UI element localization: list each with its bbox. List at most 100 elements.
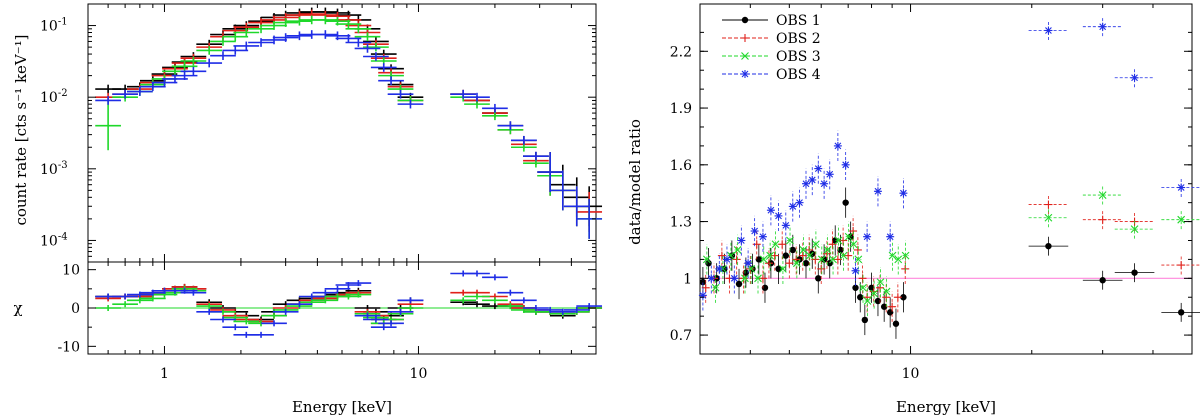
ratio-point — [852, 284, 859, 291]
spectrum-ylabel-lower: χ — [13, 299, 22, 317]
ratio-point — [698, 291, 707, 300]
ratio-point — [844, 251, 853, 260]
spectrum-point — [497, 121, 524, 131]
upper-plot-frame — [87, 3, 597, 263]
residual-point — [196, 308, 223, 315]
ratio-point — [876, 283, 885, 292]
residual-point — [450, 297, 477, 304]
ratio-point — [823, 246, 832, 254]
ratio-point — [1130, 225, 1139, 234]
ratio-point — [735, 280, 743, 288]
ratio-point — [820, 179, 829, 188]
ratio-point — [853, 245, 862, 254]
ratio-point — [901, 251, 910, 260]
ratio-point — [730, 274, 739, 283]
ratio-point — [737, 236, 746, 245]
spectrum-ylabel: count rate [cts s⁻¹ keV⁻¹] — [12, 34, 30, 225]
residual-point — [370, 324, 397, 331]
spectrum-point — [354, 44, 381, 53]
residual-point — [523, 305, 549, 311]
residual-point — [286, 301, 313, 308]
ratio-point — [711, 283, 720, 292]
spectrum-series — [95, 30, 603, 239]
residual-point — [312, 297, 339, 304]
spectrum-point — [126, 87, 153, 96]
spectrum-point — [233, 28, 260, 37]
legend-label: OBS 3 — [776, 49, 821, 65]
ratio-point — [833, 141, 842, 150]
ratio-ytick-label: 1.9 — [670, 101, 692, 117]
ratio-point — [761, 284, 769, 291]
residual-point — [464, 270, 490, 277]
ratio-point — [755, 256, 763, 263]
ratio-point — [786, 236, 794, 245]
spectrum-point — [537, 152, 564, 193]
ratio-errorbar — [1028, 208, 1069, 228]
ratio-ylabel: data/model ratio — [626, 119, 644, 245]
residual-point — [363, 316, 389, 323]
spectrum-point — [482, 103, 508, 113]
spectrum-point — [210, 37, 236, 46]
ratio-point — [888, 302, 897, 311]
ratio-point — [785, 259, 794, 268]
lower-ytick-label: 10 — [62, 263, 80, 279]
upper-ytick-label: 10-4 — [40, 231, 68, 249]
ratio-point — [1177, 183, 1186, 192]
ratio-point — [792, 259, 801, 268]
spectrum-point — [95, 101, 121, 151]
legend-label: OBS 2 — [776, 31, 821, 47]
residual-point — [464, 301, 490, 308]
spectrum-point — [139, 82, 166, 92]
ratio-point — [782, 252, 789, 259]
ratio-point — [758, 232, 767, 241]
ratio-point — [781, 221, 790, 230]
residual-point — [482, 274, 508, 281]
ratio-point — [707, 274, 716, 283]
ratio-point — [868, 284, 875, 291]
residual-point — [261, 320, 287, 327]
legend-swatch-marker — [741, 34, 749, 42]
ratio-point — [715, 264, 724, 273]
residual-point — [196, 303, 223, 310]
legend-entry: OBS 4 — [722, 67, 821, 83]
ratio-point — [799, 246, 808, 254]
ratio-point — [849, 240, 858, 249]
ratio-point — [1045, 242, 1052, 250]
ratio-ytick-label: 1.3 — [670, 215, 692, 231]
ratio-xlabel: Energy [keV] — [896, 398, 996, 416]
legend-swatch-marker — [741, 16, 749, 24]
ratio-errorbar — [1082, 210, 1123, 230]
ratio-point — [899, 189, 908, 198]
ratio-point — [795, 198, 804, 207]
ratio-point — [1131, 269, 1138, 276]
spectrum-point — [112, 89, 138, 99]
ratio-point — [1177, 215, 1186, 224]
ratio-point — [771, 240, 780, 249]
ratio-point — [1044, 26, 1053, 35]
spectrum-point — [233, 41, 260, 51]
upper-ytick-label: 10-2 — [40, 88, 68, 106]
spectrum-point — [180, 56, 207, 66]
ratio-point — [747, 264, 756, 273]
ratio-point — [754, 274, 762, 283]
ratio-point — [752, 240, 761, 249]
ratio-errorbar — [1114, 212, 1155, 232]
ratio-point — [892, 320, 900, 327]
residual-point — [233, 318, 260, 325]
residual-point — [126, 297, 153, 304]
spectrum-point — [196, 46, 223, 55]
ratio-point — [750, 227, 759, 236]
ratio-point — [859, 283, 867, 292]
ratio-point — [1044, 213, 1053, 222]
ratio-point — [857, 294, 864, 301]
ratio-point — [702, 255, 711, 264]
ratio-point — [882, 293, 891, 302]
ratio-point — [733, 246, 742, 254]
ratio-point — [1099, 277, 1106, 284]
ratio-point — [744, 259, 753, 268]
ratio-point — [815, 275, 822, 282]
upper-ytick-label: 10-3 — [40, 160, 68, 178]
legend-entry: OBS 2 — [722, 31, 821, 47]
spectrum-series — [95, 15, 603, 239]
